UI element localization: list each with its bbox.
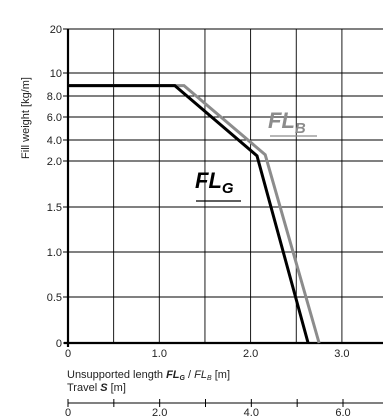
x-axis-label: Unsupported length FLG / FLB [m] <box>67 369 230 382</box>
travel-tick-label: 0 <box>65 407 71 419</box>
y-tick-label: 0 <box>56 338 62 350</box>
travel-tick-label: 4.0 <box>244 407 259 419</box>
svg-text:FLB: FLB <box>268 108 306 137</box>
x-tick-label: 3.0 <box>334 348 349 360</box>
series-line-fl-g <box>68 84 310 344</box>
y-axis-ticks: 0 0.5 1.0 1.5 2.0 4.0 6.0 8.0 10 20 <box>47 24 68 350</box>
y-tick-label: 4.0 <box>47 135 62 147</box>
grid-lines <box>64 28 383 347</box>
y-tick-label: 20 <box>50 24 62 36</box>
y-tick-label: 8.0 <box>47 91 62 103</box>
x-tick-label: 1.0 <box>152 348 167 360</box>
series-lines <box>68 84 321 344</box>
travel-axis: 0 2.0 4.0 6.0 <box>65 399 383 419</box>
y-tick-label: 6.0 <box>47 112 62 124</box>
y-tick-label: 2.0 <box>47 156 62 168</box>
travel-axis-label: Travel S [m] <box>67 382 126 394</box>
x-tick-label: 2.0 <box>243 348 258 360</box>
y-tick-label: 1.5 <box>47 202 62 214</box>
svg-text:FLG: FLG <box>195 168 234 197</box>
y-tick-label: 0.5 <box>47 292 62 304</box>
travel-tick-label: 6.0 <box>335 407 350 419</box>
series-label-fl-b: FLB <box>268 108 317 137</box>
x-axis-ticks: 0 1.0 2.0 3.0 <box>65 348 350 360</box>
x-tick-label: 0 <box>65 348 71 360</box>
y-axis-label: Fill weight [kg/m] <box>20 77 32 159</box>
y-tick-label: 1.0 <box>47 247 62 259</box>
travel-tick-label: 2.0 <box>152 407 167 419</box>
y-tick-label: 10 <box>50 68 62 80</box>
series-label-fl-g: FLG <box>195 168 241 202</box>
